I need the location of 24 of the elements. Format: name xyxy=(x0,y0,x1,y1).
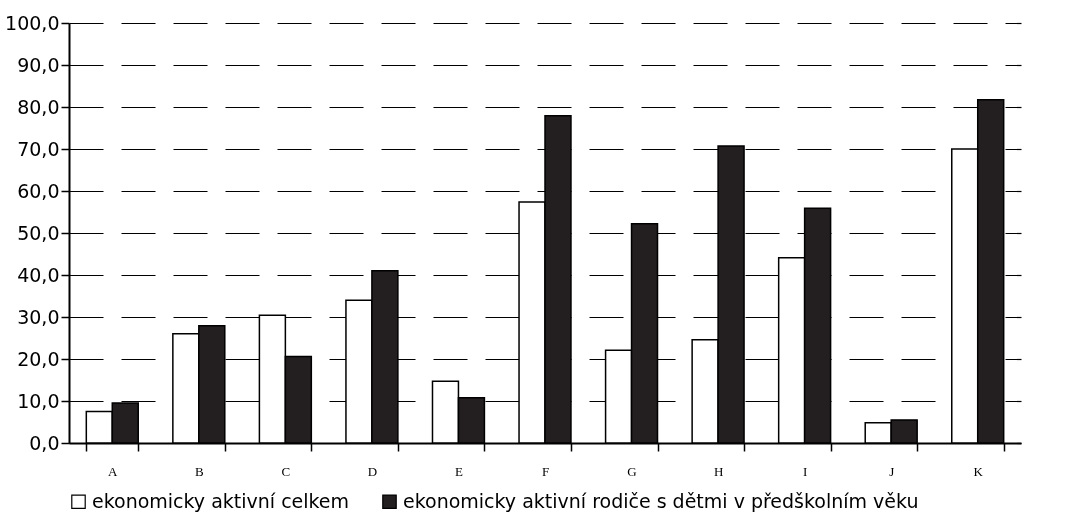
legend-label: ekonomicky aktivní celkem xyxy=(92,489,350,512)
x-tick-label: C xyxy=(281,463,291,479)
y-tick-label: 30,0 xyxy=(17,305,60,328)
x-tick-label: H xyxy=(713,463,724,479)
y-tick-label: 50,0 xyxy=(17,221,60,244)
x-tick-label: G xyxy=(627,463,637,479)
x-tick-label: E xyxy=(454,463,463,479)
y-tick-label: 20,0 xyxy=(17,347,60,370)
x-tick-label: F xyxy=(541,463,550,479)
y-tick-label: 0,0 xyxy=(29,431,60,454)
x-tick-label: J xyxy=(889,463,895,479)
x-tick-label: B xyxy=(194,463,204,479)
x-tick-label: I xyxy=(802,463,808,479)
x-tick-label: A xyxy=(108,463,119,479)
x-tick-label: K xyxy=(973,463,984,479)
y-tick-label: 90,0 xyxy=(17,53,60,76)
y-tick-label: 40,0 xyxy=(17,263,60,286)
y-tick-label: 100,0 xyxy=(5,11,60,34)
y-tick-label: 60,0 xyxy=(17,179,60,202)
x-tick-label: D xyxy=(367,463,378,479)
y-tick-label: 10,0 xyxy=(17,389,60,412)
y-tick-label: 70,0 xyxy=(17,137,60,160)
y-tick-label: 80,0 xyxy=(17,95,60,118)
legend-label: ekonomicky aktivní rodiče s dětmi v předškolním věku xyxy=(403,489,919,512)
